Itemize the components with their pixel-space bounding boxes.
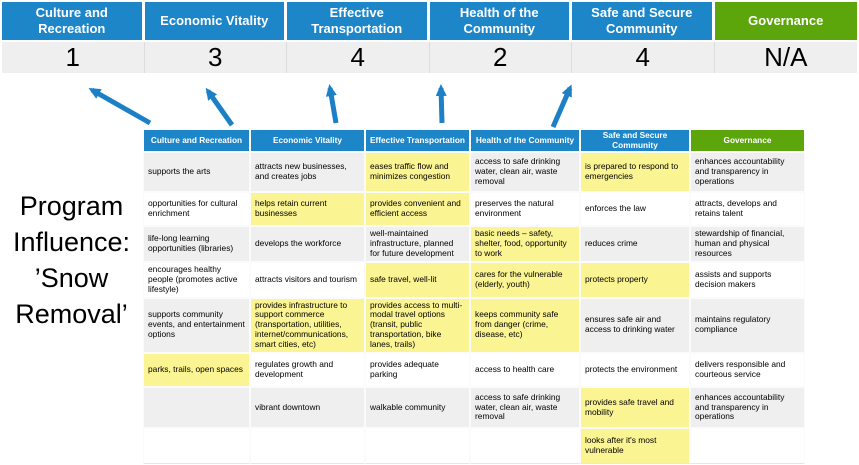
matrix-cell: access to health care xyxy=(470,353,580,388)
matrix-cell: basic needs – safety, shelter, food, opp… xyxy=(470,226,580,262)
matrix-cell: regulates growth and development xyxy=(250,353,365,388)
matrix-cell: develops the workforce xyxy=(250,226,365,262)
matrix-cell: safe travel, well-lit xyxy=(365,261,470,298)
matrix-header-culture-and-recreation: Culture and Recreation xyxy=(143,129,250,153)
matrix-header-safe-and-secure-community: Safe and Secure Community xyxy=(580,129,690,153)
summary-bar: Culture and Recreation 1 Economic Vitality… xyxy=(2,2,857,73)
matrix-row-8: looks after it's most vulnerable xyxy=(143,428,805,465)
matrix-cell xyxy=(470,428,580,465)
matrix-cell: attracts new businesses, and creates job… xyxy=(250,152,365,193)
matrix-cell: reduces crime xyxy=(580,226,690,262)
arrow-up-icon xyxy=(205,87,235,127)
matrix-cell: provides infrastructure to support comme… xyxy=(250,297,365,354)
arrow-up-icon xyxy=(325,84,339,124)
matrix-cell: delivers responsible and courteous servi… xyxy=(690,353,805,388)
summary-header: Economic Vitality xyxy=(144,2,287,40)
summary-column-safe-and-secure-community: Safe and Secure Community 4 xyxy=(572,2,715,73)
matrix-header-economic-vitality: Economic Vitality xyxy=(250,129,365,153)
matrix-row-1: supports the arts attracts new businesses… xyxy=(143,152,805,193)
matrix-cell: supports the arts xyxy=(143,152,250,193)
summary-header: Effective Transportation xyxy=(287,2,430,40)
matrix-cell: eases traffic flow and minimizes congest… xyxy=(365,152,470,193)
matrix-cell: ensures safe air and access to drinking … xyxy=(580,297,690,354)
matrix-cell: maintains regulatory compliance xyxy=(690,297,805,354)
summary-header: Governance xyxy=(714,2,857,40)
matrix-row-2: opportunities for cultural enrichment hel… xyxy=(143,192,805,227)
matrix-cell: enhances accountability and transparency… xyxy=(690,152,805,193)
matrix-cell: provides access to multi-modal travel op… xyxy=(365,297,470,354)
summary-column-economic-vitality: Economic Vitality 3 xyxy=(144,2,287,73)
matrix-cell: provides convenient and efficient access xyxy=(365,192,470,227)
summary-score: 1 xyxy=(2,42,145,73)
matrix-cell: looks after it's most vulnerable xyxy=(580,428,690,465)
matrix-row-5: supports community events, and entertain… xyxy=(143,297,805,354)
summary-header: Safe and Secure Community xyxy=(572,2,715,40)
matrix-cell: enhances accountability and transparency… xyxy=(690,387,805,429)
summary-score: 4 xyxy=(287,42,430,73)
matrix-cell: preserves the natural environment xyxy=(470,192,580,227)
arrow-up-icon xyxy=(550,84,573,128)
matrix-row-7: vibrant downtown walkable community access… xyxy=(143,387,805,429)
matrix-cell: protects property xyxy=(580,261,690,298)
matrix-cell: encourages healthy people (promotes acti… xyxy=(143,261,250,298)
matrix-cell xyxy=(143,428,250,465)
arrow-up-icon xyxy=(435,84,447,124)
summary-column-culture-and-recreation: Culture and Recreation 1 xyxy=(2,2,145,73)
summary-score: 3 xyxy=(144,42,287,73)
matrix-cell: protects the environment xyxy=(580,353,690,388)
matrix-cell: parks, trails, open spaces xyxy=(143,353,250,388)
matrix-cell: attracts, develops and retains talent xyxy=(690,192,805,227)
summary-score: 4 xyxy=(572,42,715,73)
matrix-header-health-of-the-community: Health of the Community xyxy=(470,129,580,153)
matrix-cell: assists and supports decision makers xyxy=(690,261,805,298)
matrix-cell xyxy=(365,428,470,465)
matrix-cell: is prepared to respond to emergencies xyxy=(580,152,690,193)
matrix-row-4: encourages healthy people (promotes acti… xyxy=(143,261,805,298)
summary-column-governance: Governance N/A xyxy=(714,2,857,73)
matrix-cell xyxy=(250,428,365,465)
summary-column-effective-transportation: Effective Transportation 4 xyxy=(287,2,430,73)
matrix-cell: cares for the vulnerable (elderly, youth… xyxy=(470,261,580,298)
matrix-cell: helps retain current businesses xyxy=(250,192,365,227)
matrix-cell: keeps community safe from danger (crime,… xyxy=(470,297,580,354)
matrix-cell: walkable community xyxy=(365,387,470,429)
matrix-cell: access to safe drinking water, clean air… xyxy=(470,387,580,429)
program-title: Program Influence: ’Snow Removal’ xyxy=(12,191,131,329)
matrix-header-governance: Governance xyxy=(690,129,805,153)
influence-matrix: Culture and Recreation Economic Vitality E… xyxy=(143,129,805,465)
matrix-cell xyxy=(143,387,250,429)
matrix-header-effective-transportation: Effective Transportation xyxy=(365,129,470,153)
matrix-cell: life-long learning opportunities (librar… xyxy=(143,226,250,262)
summary-header: Health of the Community xyxy=(429,2,572,40)
matrix-cell: provides safe travel and mobility xyxy=(580,387,690,429)
matrix-cell: well-maintained infrastructure, planned … xyxy=(365,226,470,262)
matrix-row-6: parks, trails, open spaces regulates grow… xyxy=(143,353,805,388)
summary-score: 2 xyxy=(429,42,572,73)
matrix-cell: access to safe drinking water, clean air… xyxy=(470,152,580,193)
summary-header: Culture and Recreation xyxy=(2,2,145,40)
matrix-cell xyxy=(690,428,805,465)
matrix-cell: enforces the law xyxy=(580,192,690,227)
summary-score: N/A xyxy=(714,42,857,73)
matrix-cell: supports community events, and entertain… xyxy=(143,297,250,354)
matrix-cell: provides adequate parking xyxy=(365,353,470,388)
matrix-cell: attracts visitors and tourism xyxy=(250,261,365,298)
summary-column-health-of-the-community: Health of the Community 2 xyxy=(429,2,572,73)
arrow-up-icon xyxy=(88,87,152,126)
matrix-cell: vibrant downtown xyxy=(250,387,365,429)
matrix-cell: opportunities for cultural enrichment xyxy=(143,192,250,227)
matrix-row-3: life-long learning opportunities (librar… xyxy=(143,226,805,262)
matrix-cell: stewardship of financial, human and phys… xyxy=(690,226,805,262)
arrows-graphic xyxy=(88,84,573,128)
